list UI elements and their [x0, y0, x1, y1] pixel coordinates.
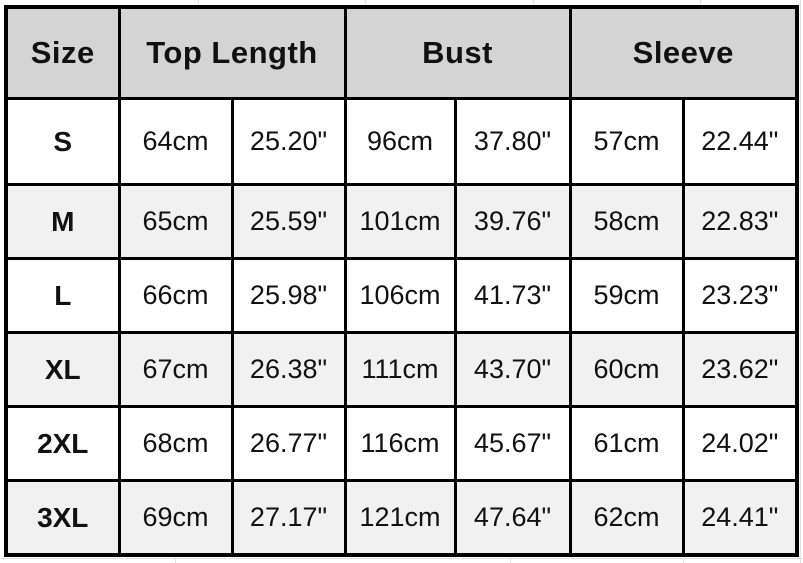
bust-in: 45.67" [453, 405, 572, 482]
sleeve-in: 23.23" [681, 257, 799, 334]
sleeve-in: 24.41" [681, 479, 799, 557]
spreadsheet-gridline [533, 0, 534, 5]
table-row-s: S 64cm 25.20" 96cm 37.80" 57cm 22.44" [4, 97, 799, 186]
bust-cm: 106cm [343, 257, 457, 334]
size-label: L [4, 257, 121, 334]
size-label: 3XL [4, 479, 121, 557]
sleeve-cm: 58cm [568, 183, 685, 260]
sleeve-in: 22.44" [681, 97, 799, 186]
bust-in: 37.80" [453, 97, 572, 186]
bust-cm: 121cm [343, 479, 457, 557]
header-bust: Bust [343, 5, 572, 100]
top-length-cm: 68cm [117, 405, 234, 482]
sleeve-cm: 59cm [568, 257, 685, 334]
size-label: 2XL [4, 405, 121, 482]
bust-in: 43.70" [453, 331, 572, 408]
header-top-length: Top Length [117, 5, 347, 100]
spreadsheet-gridline [365, 0, 366, 5]
bust-in: 41.73" [453, 257, 572, 334]
top-length-cm: 65cm [117, 183, 234, 260]
spreadsheet-gridline [683, 555, 684, 563]
spreadsheet-gridline [510, 555, 511, 563]
top-length-in: 25.20" [230, 97, 347, 186]
bust-cm: 111cm [343, 331, 457, 408]
size-chart-table: Size Top Length Bust Sleeve S 64cm 25.20… [4, 5, 800, 557]
top-length-cm: 66cm [117, 257, 234, 334]
table-row-m: M 65cm 25.59" 101cm 39.76" 58cm 22.83" [4, 183, 799, 260]
top-length-cm: 67cm [117, 331, 234, 408]
table-row-2xl: 2XL 68cm 26.77" 116cm 45.67" 61cm 24.02" [4, 405, 799, 482]
top-length-in: 26.77" [230, 405, 347, 482]
size-label: S [4, 97, 121, 186]
top-length-in: 27.17" [230, 479, 347, 557]
top-length-in: 25.59" [230, 183, 347, 260]
sleeve-cm: 57cm [568, 97, 685, 186]
table-row-l: L 66cm 25.98" 106cm 41.73" 59cm 23.23" [4, 257, 799, 334]
size-label: XL [4, 331, 121, 408]
header-sleeve: Sleeve [568, 5, 799, 100]
bust-cm: 96cm [343, 97, 457, 186]
bust-cm: 116cm [343, 405, 457, 482]
spreadsheet-gridline [0, 558, 803, 559]
spreadsheet-gridline [700, 0, 701, 5]
table-row-xl: XL 67cm 26.38" 111cm 43.70" 60cm 23.62" [4, 331, 799, 408]
header-size: Size [4, 5, 121, 100]
top-length-cm: 64cm [117, 97, 234, 186]
size-label: M [4, 183, 121, 260]
table-row-3xl: 3XL 69cm 27.17" 121cm 47.64" 62cm 24.41" [4, 479, 799, 557]
bust-in: 39.76" [453, 183, 572, 260]
sleeve-cm: 62cm [568, 479, 685, 557]
bust-in: 47.64" [453, 479, 572, 557]
top-length-in: 25.98" [230, 257, 347, 334]
spreadsheet-gridline [198, 0, 199, 5]
sleeve-in: 23.62" [681, 331, 799, 408]
sleeve-cm: 60cm [568, 331, 685, 408]
header-row: Size Top Length Bust Sleeve [4, 5, 799, 100]
spreadsheet-gridline [800, 0, 801, 563]
sleeve-in: 22.83" [681, 183, 799, 260]
top-length-cm: 69cm [117, 479, 234, 557]
spreadsheet-gridline [175, 555, 176, 563]
bust-cm: 101cm [343, 183, 457, 260]
sleeve-cm: 61cm [568, 405, 685, 482]
sleeve-in: 24.02" [681, 405, 799, 482]
top-length-in: 26.38" [230, 331, 347, 408]
